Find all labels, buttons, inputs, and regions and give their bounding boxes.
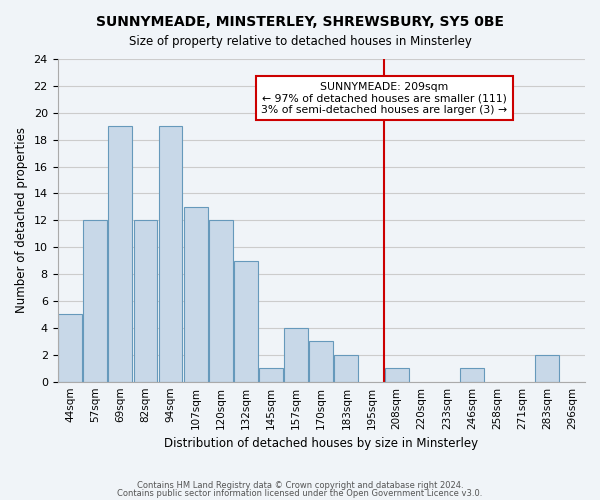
Text: Contains public sector information licensed under the Open Government Licence v3: Contains public sector information licen… bbox=[118, 488, 482, 498]
Text: Contains HM Land Registry data © Crown copyright and database right 2024.: Contains HM Land Registry data © Crown c… bbox=[137, 481, 463, 490]
Bar bbox=[310, 342, 333, 382]
Text: Size of property relative to detached houses in Minsterley: Size of property relative to detached ho… bbox=[128, 35, 472, 48]
Bar bbox=[284, 328, 308, 382]
X-axis label: Distribution of detached houses by size in Minsterley: Distribution of detached houses by size … bbox=[164, 437, 478, 450]
Bar bbox=[334, 355, 358, 382]
Text: SUNNYMEADE: 209sqm
← 97% of detached houses are smaller (111)
3% of semi-detache: SUNNYMEADE: 209sqm ← 97% of detached hou… bbox=[262, 82, 508, 115]
Bar bbox=[184, 207, 208, 382]
Y-axis label: Number of detached properties: Number of detached properties bbox=[15, 128, 28, 314]
Bar bbox=[385, 368, 409, 382]
Bar bbox=[535, 355, 559, 382]
Bar bbox=[83, 220, 107, 382]
Bar bbox=[259, 368, 283, 382]
Bar bbox=[234, 260, 258, 382]
Bar bbox=[209, 220, 233, 382]
Bar bbox=[158, 126, 182, 382]
Bar bbox=[58, 314, 82, 382]
Bar bbox=[460, 368, 484, 382]
Bar bbox=[134, 220, 157, 382]
Text: SUNNYMEADE, MINSTERLEY, SHREWSBURY, SY5 0BE: SUNNYMEADE, MINSTERLEY, SHREWSBURY, SY5 … bbox=[96, 15, 504, 29]
Bar bbox=[109, 126, 132, 382]
